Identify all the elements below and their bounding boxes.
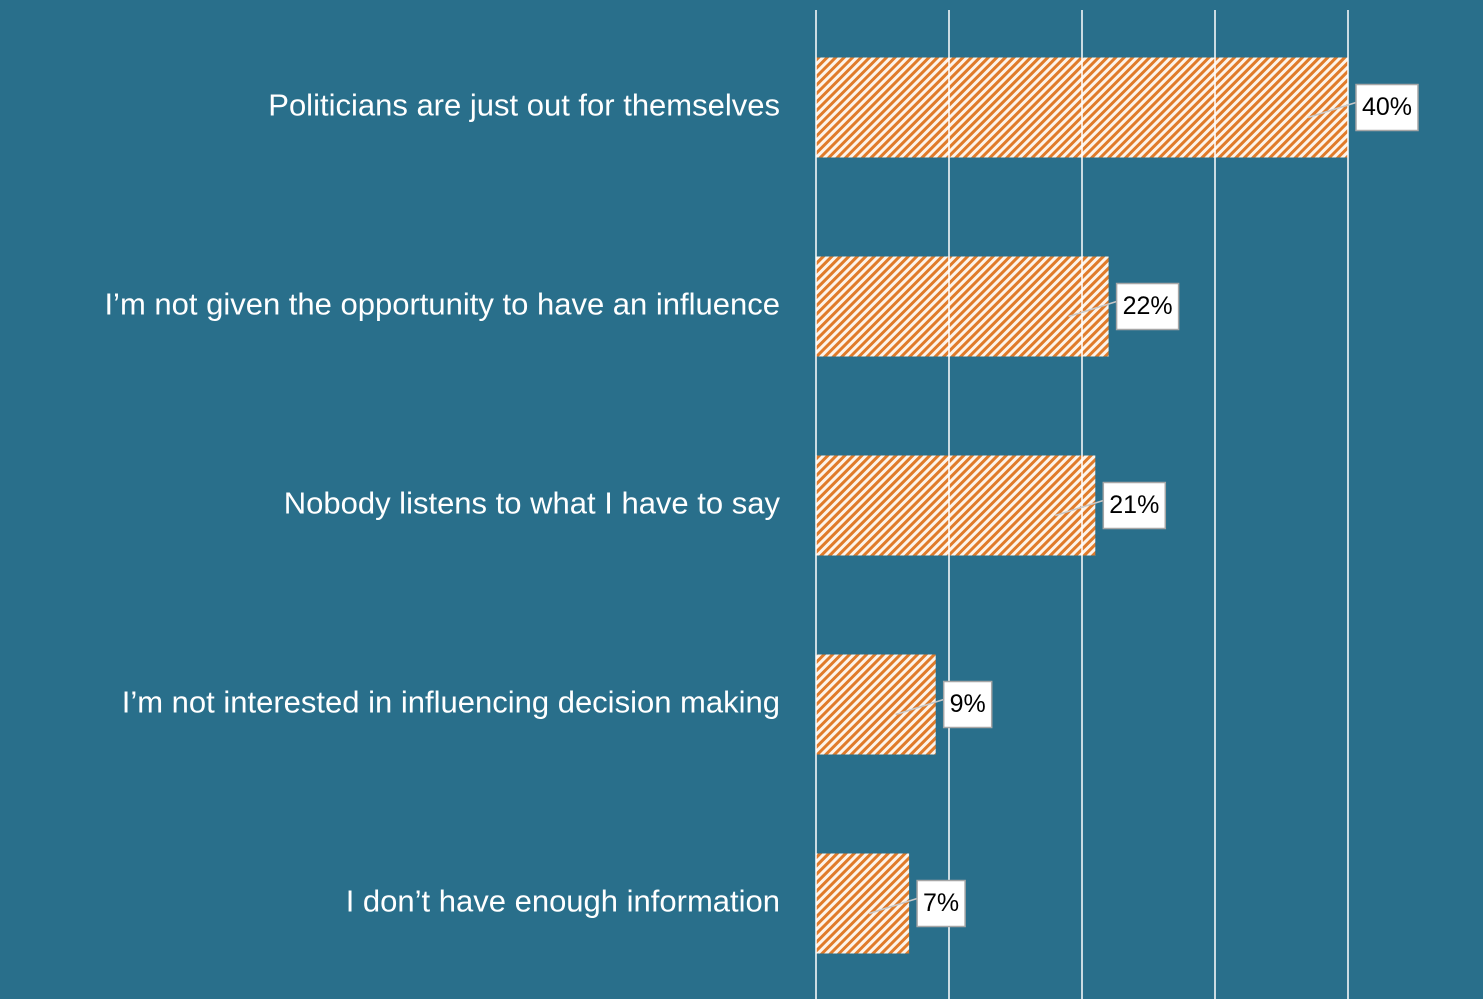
bar — [816, 654, 936, 755]
value-label: 40% — [1362, 93, 1412, 121]
bar — [816, 455, 1096, 556]
leader-line — [1307, 101, 1357, 119]
value-label-box — [1115, 282, 1180, 331]
leader-line — [1055, 499, 1104, 517]
category-label: Nobody listens to what I have to say — [284, 486, 781, 521]
bar — [816, 256, 1109, 357]
value-label-box — [1355, 83, 1419, 132]
category-label: I’m not interested in influencing decisi… — [122, 685, 780, 720]
value-label: 22% — [1123, 292, 1173, 320]
value-label-box — [942, 680, 993, 729]
value-label: 21% — [1109, 491, 1159, 519]
leader-line — [895, 698, 944, 716]
category-label: I’m not given the opportunity to have an… — [104, 287, 780, 322]
leader-line — [1068, 300, 1117, 318]
leader-line — [868, 897, 918, 915]
category-label: Politicians are just out for themselves — [268, 88, 780, 123]
value-label-box — [916, 879, 966, 928]
value-label: 7% — [923, 889, 959, 917]
bar — [816, 853, 910, 954]
value-label-box — [1102, 481, 1167, 530]
category-label: I don’t have enough information — [346, 884, 780, 919]
value-label: 9% — [950, 690, 986, 718]
